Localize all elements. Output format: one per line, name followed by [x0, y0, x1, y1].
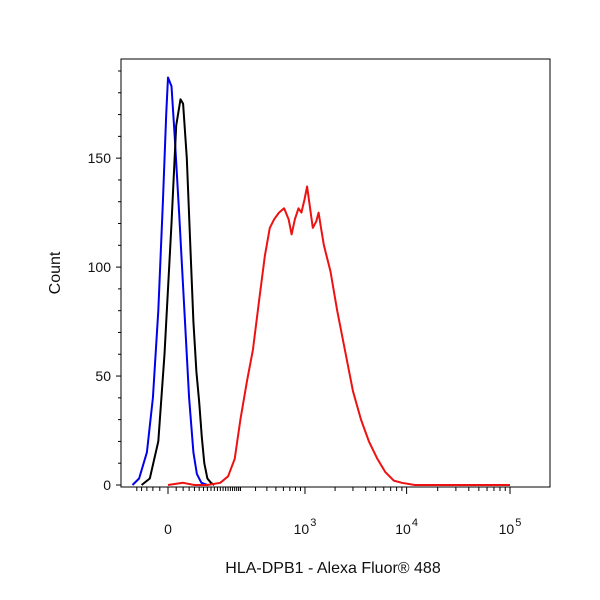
y-tick-label: 0	[103, 477, 111, 493]
x-axis-minor-ticks	[136, 487, 506, 491]
series-layer	[131, 76, 510, 486]
y-axis-title: Count	[47, 251, 64, 294]
y-axis: 0 50 100 150	[88, 150, 121, 493]
series-line-2	[140, 98, 215, 486]
x-tick-label: 104	[395, 517, 418, 537]
y-tick-label: 150	[88, 150, 112, 166]
x-tick-label: 103	[294, 517, 317, 537]
y-axis-minor-ticks	[118, 70, 121, 464]
x-tick-label: 0	[164, 521, 172, 537]
x-tick-label: 105	[499, 517, 522, 537]
x-axis-title: HLA-DPB1 - Alexa Fluor® 488	[225, 560, 441, 577]
series-line-3	[167, 185, 510, 486]
series-line-1	[131, 76, 208, 486]
y-tick-label: 100	[88, 259, 112, 275]
y-tick-label: 50	[95, 368, 111, 384]
x-axis: 0 103 104 105	[164, 487, 521, 537]
